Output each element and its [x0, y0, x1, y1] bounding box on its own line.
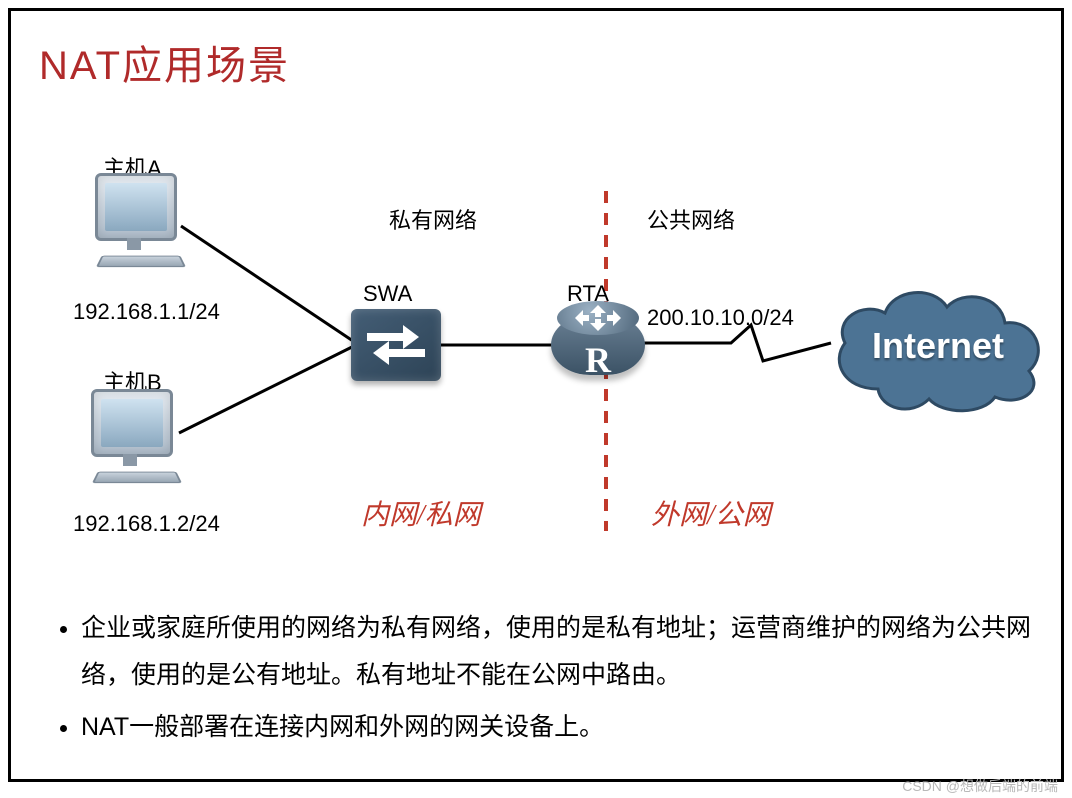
zone-private-top: 私有网络: [389, 203, 477, 235]
zone-public-bottom: 外网/公网: [651, 493, 771, 533]
zone-public-top: 公共网络: [647, 203, 735, 235]
router-letter: R: [551, 339, 645, 381]
switch-label: SWA: [363, 281, 412, 307]
description-list: 企业或家庭所使用的网络为私有网络，使用的是私有地址；运营商维护的网络为公共网络，…: [51, 605, 1031, 756]
zone-private-bottom: 内网/私网: [361, 493, 481, 533]
host-a-ip: 192.168.1.1/24: [73, 299, 220, 325]
slide-title: NAT应用场景: [39, 33, 290, 91]
slide-frame: NAT应用场景 主机A 192.168.1.1/24 主机B 192.168.1…: [8, 8, 1064, 782]
cloud-label: Internet: [823, 325, 1053, 367]
diagram-area: 主机A 192.168.1.1/24 主机B 192.168.1.2/24 SW…: [11, 121, 1061, 601]
host-b-icon: [83, 389, 183, 499]
desc-bullet-2: NAT一般部署在连接内网和外网的网关设备上。: [81, 704, 1031, 752]
watermark: CSDN @想做后端的前端: [902, 776, 1058, 796]
router-wan-ip: 200.10.10.0/24: [647, 305, 794, 331]
router-icon: R: [551, 301, 645, 385]
host-b-ip: 192.168.1.2/24: [73, 511, 220, 537]
desc-bullet-1: 企业或家庭所使用的网络为私有网络，使用的是私有地址；运营商维护的网络为公共网络，…: [81, 605, 1031, 700]
cloud-icon: Internet: [823, 279, 1053, 419]
host-a-icon: [87, 173, 187, 283]
switch-icon: [351, 309, 441, 381]
